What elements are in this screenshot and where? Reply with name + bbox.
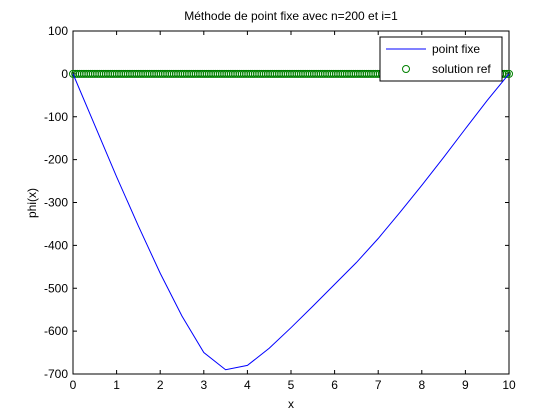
legend: point fixe solution ref (379, 36, 503, 82)
legend-marker-swatch (402, 65, 410, 73)
x-tick-label: 10 (502, 378, 516, 392)
x-tick-label: 9 (462, 378, 469, 392)
x-axis-label: x (288, 397, 294, 411)
y-axis-label: phi(x) (25, 188, 39, 218)
y-tick-label: -300 (44, 196, 68, 210)
x-tick-label: 0 (70, 378, 77, 392)
x-tick-label: 1 (113, 378, 120, 392)
y-tick-label: -400 (44, 238, 68, 252)
x-tick-label: 7 (375, 378, 382, 392)
plot-area (72, 30, 510, 375)
y-tick-label: -100 (44, 110, 68, 124)
point-fixe-line (72, 73, 510, 371)
x-tick-label: 2 (157, 378, 164, 392)
legend-label-solution-ref: solution ref (432, 62, 491, 76)
x-tick-label: 8 (418, 378, 425, 392)
solution-ref-marker (502, 69, 511, 78)
legend-box (379, 36, 503, 82)
y-tick-label: -700 (44, 367, 68, 381)
y-tick-label: 0 (61, 67, 68, 81)
x-tick-label: 4 (244, 378, 251, 392)
solution-ref-marker (505, 69, 513, 78)
y-tick-label: -500 (44, 281, 68, 295)
y-tick-labels: 100 0 -100 -200 -300 -400 -500 -600 -700 (44, 24, 68, 381)
y-tick-label: -600 (44, 324, 68, 338)
chart-title: Méthode de point fixe avec n=200 et i=1 (184, 9, 398, 23)
y-tick-label: -200 (44, 153, 68, 167)
axis-ticks (72, 30, 510, 375)
y-tick-label: 100 (48, 24, 68, 38)
x-tick-label: 6 (331, 378, 338, 392)
legend-label-point-fixe: point fixe (432, 42, 480, 56)
x-tick-label: 3 (200, 378, 207, 392)
x-tick-label: 5 (288, 378, 295, 392)
x-tick-labels: 0 1 2 3 4 5 6 7 8 9 10 (70, 378, 516, 392)
